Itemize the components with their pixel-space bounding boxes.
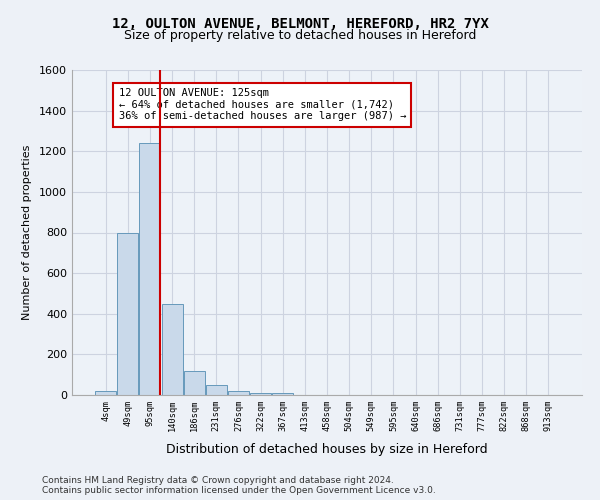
Y-axis label: Number of detached properties: Number of detached properties — [22, 145, 32, 320]
Bar — [161, 304, 182, 395]
Text: Size of property relative to detached houses in Hereford: Size of property relative to detached ho… — [124, 29, 476, 42]
Text: 12 OULTON AVENUE: 125sqm
← 64% of detached houses are smaller (1,742)
36% of sem: 12 OULTON AVENUE: 125sqm ← 64% of detach… — [119, 88, 406, 122]
Bar — [118, 232, 139, 395]
Bar — [228, 391, 249, 395]
Bar — [272, 393, 293, 395]
Bar — [139, 143, 160, 395]
Text: Distribution of detached houses by size in Hereford: Distribution of detached houses by size … — [166, 442, 488, 456]
Text: Contains HM Land Registry data © Crown copyright and database right 2024.
Contai: Contains HM Land Registry data © Crown c… — [42, 476, 436, 496]
Text: 12, OULTON AVENUE, BELMONT, HEREFORD, HR2 7YX: 12, OULTON AVENUE, BELMONT, HEREFORD, HR… — [112, 16, 488, 30]
Bar — [95, 391, 116, 395]
Bar — [206, 385, 227, 395]
Bar — [184, 370, 205, 395]
Bar — [250, 393, 271, 395]
